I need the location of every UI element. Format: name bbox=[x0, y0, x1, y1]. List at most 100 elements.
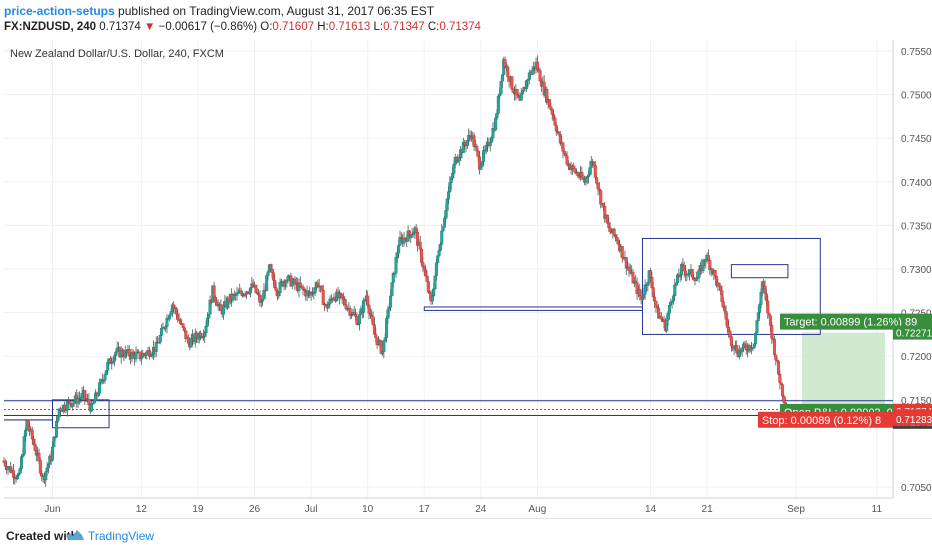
y-tick-label: 0.70500 bbox=[901, 483, 932, 494]
price-label: 0.72271 bbox=[896, 329, 932, 340]
candle-body bbox=[298, 282, 302, 287]
profit-zone bbox=[801, 332, 885, 411]
candle-body bbox=[690, 269, 694, 278]
candle-body bbox=[442, 218, 446, 228]
close-label: C: bbox=[427, 21, 440, 33]
candle-body bbox=[670, 300, 674, 303]
candle bbox=[496, 94, 500, 115]
candle-body bbox=[104, 370, 108, 376]
candle-body bbox=[15, 474, 19, 479]
candle-body bbox=[169, 311, 173, 316]
x-tick-label: 24 bbox=[475, 504, 487, 515]
candle-body bbox=[445, 198, 449, 211]
candle-body bbox=[704, 258, 708, 262]
candle-body bbox=[274, 287, 278, 292]
zone-box-august-top bbox=[730, 264, 789, 279]
candle-body bbox=[511, 88, 515, 93]
candle-body bbox=[383, 337, 387, 341]
price-label-bg bbox=[893, 325, 932, 340]
x-tick-label: Sep bbox=[787, 504, 805, 515]
price-label: 0.71283 bbox=[896, 415, 932, 426]
candle-body bbox=[83, 390, 87, 399]
candle-body bbox=[63, 404, 67, 410]
candle-body bbox=[463, 142, 467, 146]
candle-body bbox=[605, 214, 609, 224]
candle-body bbox=[767, 312, 771, 316]
candle-body bbox=[176, 313, 180, 320]
candle-body bbox=[26, 419, 30, 427]
candle-body bbox=[414, 227, 418, 233]
author-link[interactable]: price-action-setups bbox=[4, 4, 115, 18]
candle-body bbox=[564, 153, 568, 157]
candle-body bbox=[46, 463, 50, 469]
candle-body bbox=[717, 283, 721, 287]
tradingview-cloud-icon[interactable] bbox=[64, 527, 86, 548]
candle-body bbox=[112, 355, 116, 362]
candle-body bbox=[768, 315, 772, 326]
candle bbox=[390, 282, 394, 297]
candle-body bbox=[592, 162, 596, 166]
candle-body bbox=[653, 296, 657, 302]
candle-body bbox=[752, 343, 756, 348]
candle-body bbox=[456, 160, 460, 163]
candle-body bbox=[98, 382, 102, 394]
candle-body bbox=[438, 244, 442, 251]
candle-body bbox=[418, 241, 422, 250]
candle-body bbox=[608, 227, 612, 232]
candle-body bbox=[624, 257, 628, 269]
candle-body bbox=[389, 295, 393, 308]
candle-body bbox=[476, 150, 480, 157]
candle-body bbox=[573, 168, 577, 173]
candle-body bbox=[673, 284, 677, 296]
publish-line: price-action-setups published on Trading… bbox=[4, 4, 434, 18]
candle-body bbox=[552, 114, 556, 119]
candle-body bbox=[348, 308, 352, 316]
x-tick-label: 19 bbox=[192, 504, 204, 515]
candle-body bbox=[248, 287, 252, 294]
candle-body bbox=[762, 281, 766, 287]
footer: Created with TradingView bbox=[0, 518, 932, 551]
candle-body bbox=[451, 173, 455, 179]
x-tick-label: 26 bbox=[249, 504, 261, 515]
candle-body bbox=[725, 318, 729, 328]
candle-body bbox=[371, 316, 375, 325]
candle-body bbox=[599, 190, 603, 205]
candle-body bbox=[313, 287, 317, 294]
candle-body bbox=[616, 240, 620, 245]
candle-body bbox=[665, 319, 669, 331]
candle-body bbox=[270, 269, 274, 273]
candle-body bbox=[649, 270, 653, 278]
x-tick-label: 21 bbox=[702, 504, 714, 515]
candle-body bbox=[18, 468, 22, 474]
candle-body bbox=[262, 289, 266, 300]
candle-body bbox=[266, 271, 270, 276]
candle-body bbox=[366, 295, 370, 306]
x-tick-label: 14 bbox=[645, 504, 657, 515]
candle-body bbox=[441, 227, 445, 232]
candle-body bbox=[688, 270, 692, 275]
candle-body bbox=[352, 312, 356, 315]
candle-body bbox=[484, 145, 488, 151]
tradingview-link[interactable]: TradingView bbox=[88, 529, 155, 543]
candle-body bbox=[96, 393, 100, 396]
candle-body bbox=[597, 188, 601, 191]
stop-label-bg bbox=[757, 411, 909, 428]
open-label: O: bbox=[260, 21, 273, 33]
candle-body bbox=[667, 305, 671, 314]
candle-body bbox=[553, 117, 557, 126]
candle-body bbox=[756, 312, 760, 321]
candle-body bbox=[640, 297, 644, 300]
candle-body bbox=[615, 236, 619, 242]
candle-body bbox=[6, 467, 10, 470]
candle-body bbox=[530, 70, 534, 75]
chart-title: New Zealand Dollar/U.S. Dollar, 240, FXC… bbox=[10, 48, 224, 60]
candle-body bbox=[370, 314, 374, 317]
candle-body bbox=[724, 310, 728, 320]
candle-body bbox=[277, 292, 281, 297]
candle-body bbox=[620, 246, 624, 258]
candle bbox=[777, 360, 781, 376]
candle-body bbox=[697, 269, 701, 278]
